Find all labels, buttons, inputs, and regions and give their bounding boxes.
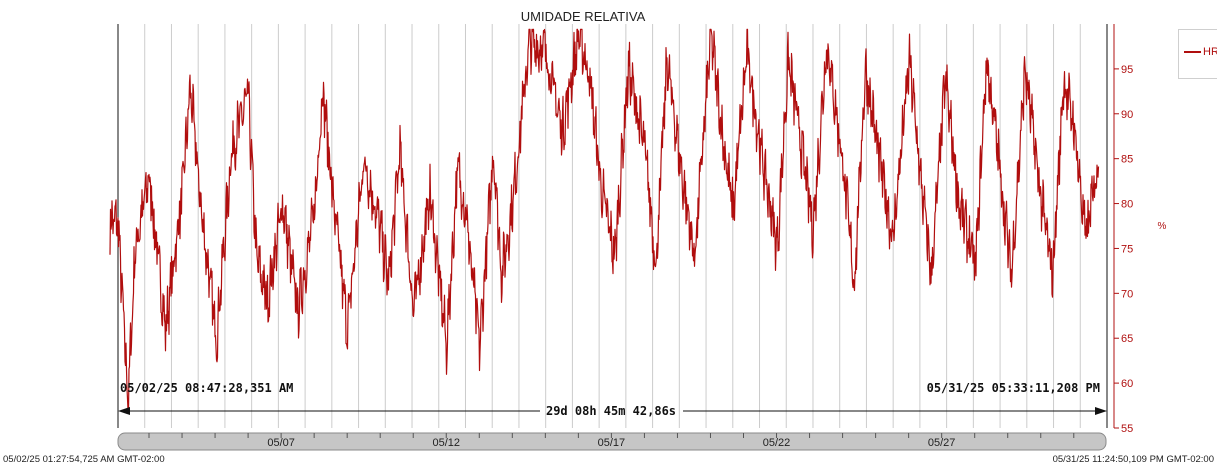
range-start-timestamp: 05/02/25 01:27:54,725 AM GMT-02:00 (3, 454, 165, 465)
x-tick-label: 05/27 (928, 437, 956, 449)
legend-item-hr[interactable]: HR (1184, 46, 1217, 58)
y-tick-label: 90 (1121, 109, 1133, 121)
y-tick-label: 70 (1121, 288, 1133, 300)
span-arrow-left-head (118, 407, 130, 415)
legend-swatch (1184, 51, 1201, 53)
series-layer (109, 28, 1100, 414)
y-tick-label: 85 (1121, 154, 1133, 166)
y-tick-label: 55 (1121, 423, 1133, 435)
y-axis-unit: % (1158, 221, 1167, 232)
y-axis-ticks: 55 60 65 70 75 80 85 90 95 (1114, 64, 1133, 435)
series-line-hr (109, 28, 1100, 414)
scrollbar-thumb[interactable] (117, 432, 1107, 451)
y-tick-label: 80 (1121, 199, 1133, 211)
chart-title: UMIDADE RELATIVA (521, 9, 646, 24)
legend-series-name: HR (1203, 46, 1217, 58)
right-cursor-timestamp: 05/31/25 05:33:11,208 PM (927, 381, 1100, 395)
x-tick-label: 05/17 (598, 437, 626, 449)
plot-area (118, 24, 1108, 428)
y-tick-label: 75 (1121, 243, 1133, 255)
y-tick-label: 95 (1121, 64, 1133, 76)
legend[interactable]: HR (1178, 29, 1217, 79)
y-tick-label: 60 (1121, 378, 1133, 390)
scrollbar-ticks: 05/07 05/12 05/17 05/22 05/27 (148, 433, 1075, 449)
left-cursor-timestamp: 05/02/25 08:47:28,351 AM (120, 381, 293, 395)
span-arrow-right-head (1095, 407, 1107, 415)
grid-layer (144, 24, 1081, 428)
x-tick-label: 05/07 (267, 437, 295, 449)
x-tick-label: 05/22 (763, 437, 791, 449)
x-tick-label: 05/12 (432, 437, 460, 449)
span-duration: 29d 08h 45m 42,86s (546, 404, 676, 418)
time-scrollbar[interactable]: 05/07 05/12 05/17 05/22 05/27 (117, 432, 1107, 451)
span-arrow: 29d 08h 45m 42,86s (118, 404, 1107, 418)
range-end-timestamp: 05/31/25 11:24:50,109 PM GMT-02:00 (1053, 454, 1214, 465)
y-tick-label: 65 (1121, 333, 1133, 345)
